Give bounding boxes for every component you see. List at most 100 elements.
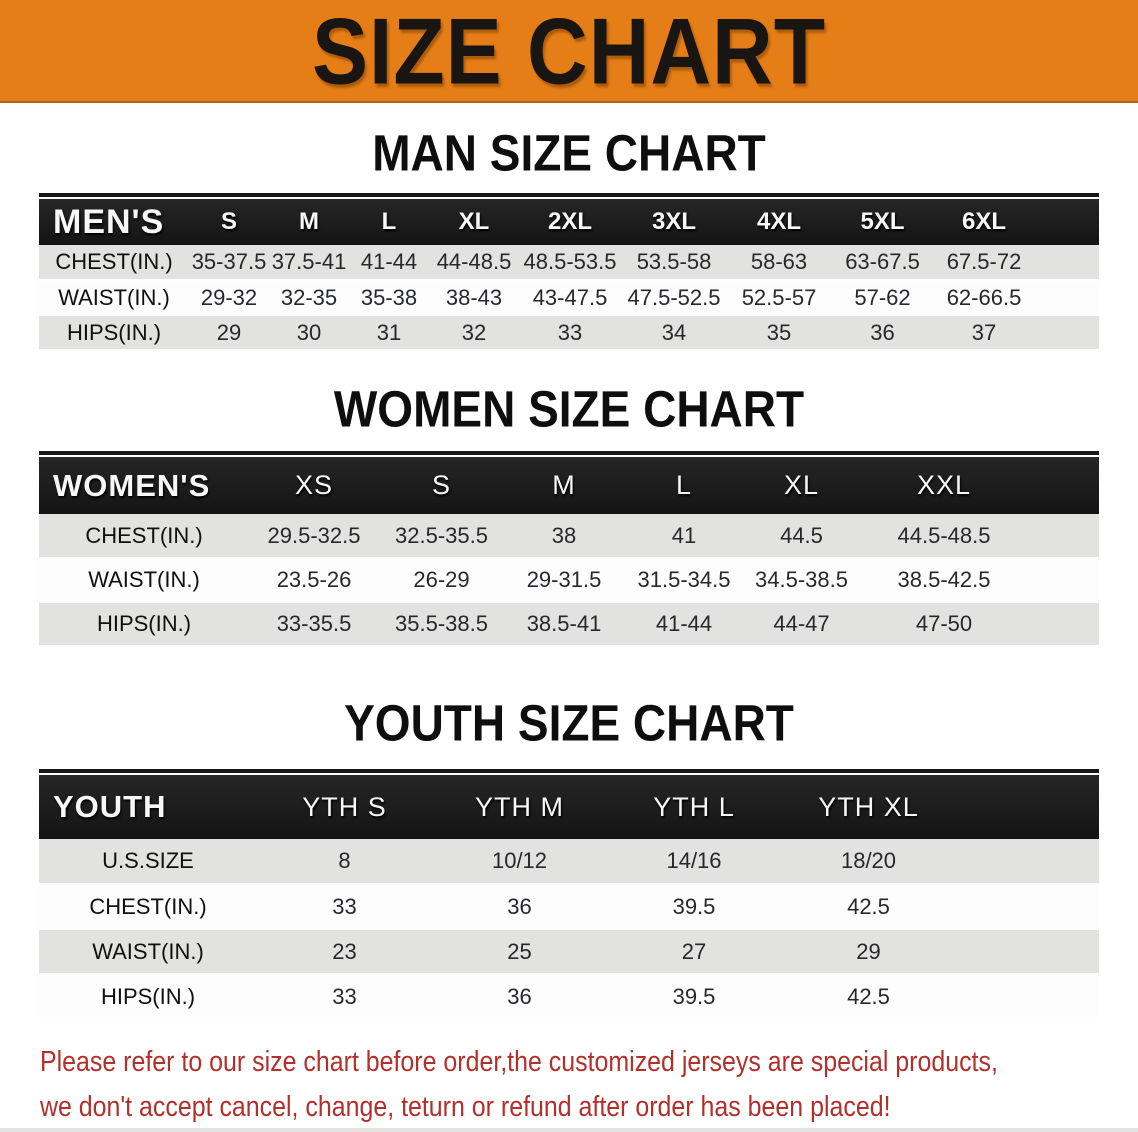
filler-cell [956,839,1099,885]
size-value-cell: 67.5-72 [934,245,1034,281]
size-column-header: YTH M [475,791,564,822]
size-value-cell: 32.5-35.5 [379,514,504,559]
filler-cell [1029,602,1099,647]
filler-cell [1034,245,1099,281]
size-value-cell: 29.5-32.5 [249,514,379,559]
filler-cell [1029,457,1099,514]
size-value-cell: 32-35 [269,280,349,316]
size-column-header: XS [294,470,334,500]
size-value-cell: 37 [934,315,1034,351]
order-notice: Please refer to our size chart before or… [40,1040,1138,1130]
size-header-row: WOMEN'S XS S M L XL XXL [39,457,1099,514]
order-notice-line1: Please refer to our size chart before or… [40,1046,998,1078]
size-value-cell: 44.5-48.5 [859,514,1029,559]
banner-title: SIZE CHART [312,0,826,104]
size-value-cell: 23 [257,929,432,975]
row-label: WAIST(IN.) [39,929,257,975]
row-label: HIPS(IN.) [39,315,189,351]
row-label: WAIST(IN.) [39,280,189,316]
measurement-row: WAIST(IN.) 23 25 27 29 [39,929,1099,975]
size-value-cell: 34 [621,315,727,351]
filler-cell [956,775,1099,839]
measurement-row: CHEST(IN.) 33 36 39.5 42.5 [39,884,1099,930]
size-value-cell: 35-38 [349,280,429,316]
size-value-cell: 41 [624,514,744,559]
size-value-cell: 29-31.5 [504,558,624,603]
size-column-header: S [431,470,451,500]
row-label: CHEST(IN.) [39,884,257,930]
size-value-cell: 48.5-53.5 [519,245,621,281]
size-value-cell: 8 [257,839,432,885]
order-notice-line2: we don't accept cancel, change, teturn o… [40,1091,891,1123]
size-column-header: XXL [916,470,972,500]
size-column-header: L [381,208,397,235]
size-value-cell: 38.5-41 [504,602,624,647]
size-value-cell: 23.5-26 [249,558,379,603]
size-value-cell: 41-44 [624,602,744,647]
size-value-cell: 29-32 [189,280,269,316]
size-value-cell: 35-37.5 [189,245,269,281]
table-title-cell: WOMEN'S [53,467,211,503]
size-value-cell: 30 [269,315,349,351]
size-value-cell: 29 [189,315,269,351]
measurement-row: HIPS(IN.) 33 36 39.5 42.5 [39,974,1099,1020]
row-label: CHEST(IN.) [39,514,249,559]
size-value-cell: 42.5 [781,974,956,1020]
size-column-header: YTH S [302,791,387,822]
size-value-cell: 31.5-34.5 [624,558,744,603]
size-value-cell: 26-29 [379,558,504,603]
size-column-header: 3XL [651,208,696,235]
size-column-header: 6XL [961,208,1006,235]
size-value-cell: 25 [432,929,607,975]
size-column-header: 4XL [756,208,801,235]
filler-cell [1034,199,1099,245]
man-size-chart-heading: MAN SIZE CHART [372,124,766,182]
size-value-cell: 44-47 [744,602,859,647]
youth-size-table: YOUTH YTH S YTH M YTH L YTH XL U.S.SIZE 8 10/1… [39,775,1099,1020]
size-value-cell: 57-62 [831,280,934,316]
size-value-cell: 44-48.5 [429,245,519,281]
size-value-cell: 42.5 [781,884,956,930]
size-value-cell: 47.5-52.5 [621,280,727,316]
measurement-row: WAIST(IN.) 23.5-26 26-29 29-31.5 31.5-34.5 34… [39,558,1099,603]
measurement-row: CHEST(IN.) 29.5-32.5 32.5-35.5 38 41 44.5 44.5… [39,514,1099,559]
womens-size-table: WOMEN'S XS S M L XL XXL CHEST(IN.) 29.5-32.5 32.… [39,457,1099,647]
womens-size-table-wrap: WOMEN'S XS S M L XL XXL CHEST(IN.) 29.5-32.5 32.… [39,451,1099,647]
measurement-row: U.S.SIZE 8 10/12 14/16 18/20 [39,839,1099,885]
size-column-header: L [675,470,693,500]
filler-cell [1034,280,1099,316]
measurement-row: HIPS(IN.) 29 30 31 32 33 34 35 36 37 [39,315,1099,351]
size-value-cell: 62-66.5 [934,280,1034,316]
size-column-header: M [552,470,576,500]
size-value-cell: 37.5-41 [269,245,349,281]
size-value-cell: 41-44 [349,245,429,281]
measurement-row: HIPS(IN.) 33-35.5 35.5-38.5 38.5-41 41-44 44-… [39,602,1099,647]
size-value-cell: 10/12 [432,839,607,885]
mens-size-table: MEN'S S M L XL 2XL 3XL 4XL 5XL 6XL CHEST(IN.) 35-3… [39,199,1099,351]
size-header-row: MEN'S S M L XL 2XL 3XL 4XL 5XL 6XL [39,199,1099,245]
filler-cell [956,884,1099,930]
size-value-cell: 34.5-38.5 [744,558,859,603]
size-chart-banner: SIZE CHART [0,0,1138,103]
youth-size-chart-heading: YOUTH SIZE CHART [344,694,794,752]
size-column-header: XL [458,208,490,235]
measurement-row: CHEST(IN.) 35-37.5 37.5-41 41-44 44-48.5 48.5… [39,245,1099,281]
size-value-cell: 39.5 [607,884,781,930]
size-column-header: YTH XL [818,791,919,822]
women-size-chart-heading: WOMEN SIZE CHART [333,380,805,438]
size-value-cell: 29 [781,929,956,975]
size-value-cell: 63-67.5 [831,245,934,281]
size-column-header: M [299,208,319,235]
size-value-cell: 58-63 [727,245,831,281]
youth-size-table-wrap: YOUTH YTH S YTH M YTH L YTH XL U.S.SIZE 8 10/1… [39,769,1099,1020]
row-label: WAIST(IN.) [39,558,249,603]
size-value-cell: 32 [429,315,519,351]
size-value-cell: 47-50 [859,602,1029,647]
size-value-cell: 33 [257,974,432,1020]
filler-cell [1029,558,1099,603]
mens-size-table-wrap: MEN'S S M L XL 2XL 3XL 4XL 5XL 6XL CHEST(IN.) 35-3… [39,193,1099,351]
size-value-cell: 43-47.5 [519,280,621,316]
size-value-cell: 35 [727,315,831,351]
filler-cell [1029,514,1099,559]
size-column-header: 2XL [547,208,592,235]
